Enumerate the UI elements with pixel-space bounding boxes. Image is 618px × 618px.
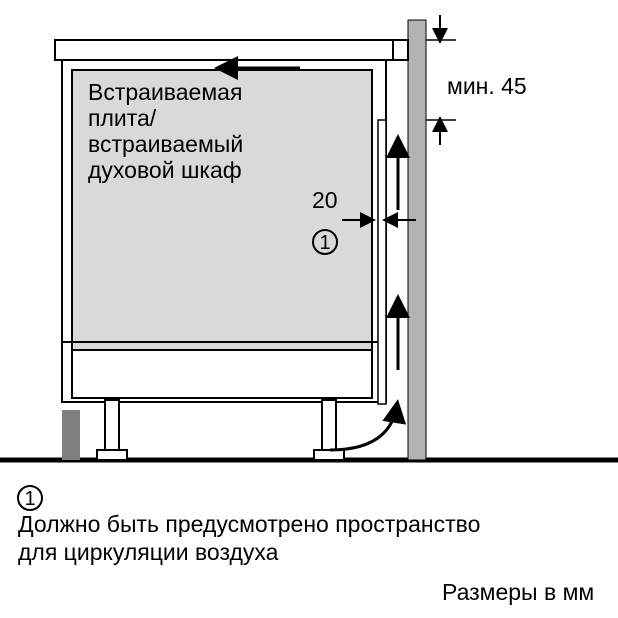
appliance-label-line4: духовой шкаф bbox=[88, 157, 242, 183]
marker-1-inline-text: 1 bbox=[319, 232, 330, 254]
min-45-label: мин. 45 bbox=[447, 73, 527, 99]
side-support bbox=[62, 410, 80, 460]
wall bbox=[408, 20, 426, 460]
airflow-arrow-curved bbox=[330, 405, 397, 450]
units-label: Размеры в мм bbox=[442, 579, 594, 605]
leg-1 bbox=[322, 400, 336, 450]
drawer-front bbox=[72, 350, 372, 398]
worktop bbox=[55, 40, 393, 60]
caption-line2: для циркуляции воздуха bbox=[18, 539, 279, 565]
appliance-label-line2: плита/ bbox=[88, 105, 157, 131]
caption-line1: Должно быть предусмотрено пространство bbox=[18, 511, 480, 537]
foot-0 bbox=[97, 450, 127, 460]
marker-1-caption-text: 1 bbox=[24, 488, 35, 510]
gap-20-label: 20 bbox=[312, 187, 338, 213]
appliance-label-line1: Встраиваемая bbox=[88, 79, 242, 105]
worktop-right-piece bbox=[393, 40, 408, 60]
back-panel bbox=[378, 120, 386, 404]
appliance-label-line3: встраиваемый bbox=[88, 131, 243, 157]
foot-1 bbox=[314, 450, 344, 460]
diagram-canvas: Встраиваемаяплита/встраиваемыйдуховой шк… bbox=[0, 0, 618, 618]
installation-diagram-svg: Встраиваемаяплита/встраиваемыйдуховой шк… bbox=[0, 0, 618, 618]
leg-0 bbox=[105, 400, 119, 450]
